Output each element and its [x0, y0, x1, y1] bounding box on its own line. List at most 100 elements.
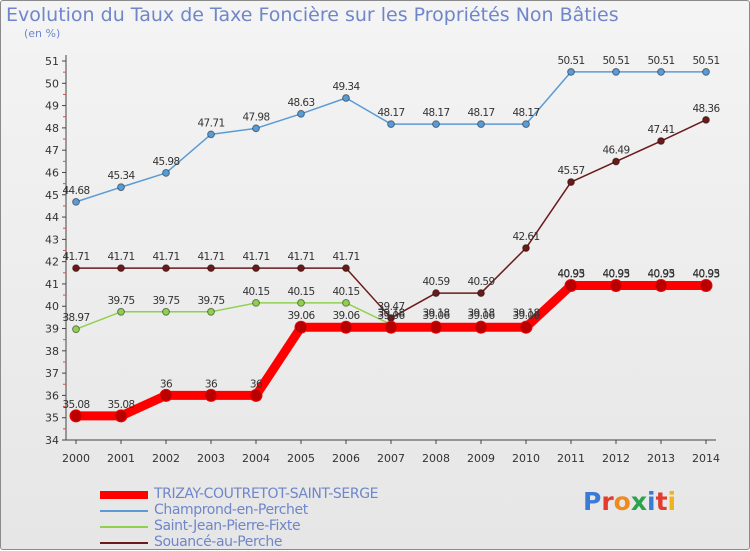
- data-point: [162, 169, 170, 177]
- y-tick-label: 35: [45, 412, 59, 425]
- x-tick-label: 2014: [692, 452, 720, 465]
- data-point: [654, 279, 668, 293]
- data-point: [342, 298, 350, 307]
- data-point: [294, 320, 308, 334]
- data-point: [297, 298, 305, 307]
- data-point: [429, 320, 443, 334]
- legend-swatch: [100, 526, 148, 528]
- x-tick-label: 2012: [602, 452, 630, 465]
- x-tick-label: 2006: [332, 452, 360, 465]
- data-label: 40.15: [242, 286, 269, 298]
- data-point: [657, 137, 665, 145]
- data-label: 50.51: [647, 55, 674, 67]
- x-tick-label: 2011: [557, 452, 585, 465]
- legend-label: Saint-Jean-Pierre-Fixte: [154, 518, 301, 534]
- x-tick-label: 2007: [377, 452, 405, 465]
- data-point: [252, 124, 260, 133]
- data-point: [117, 183, 125, 192]
- data-point: [522, 244, 530, 252]
- y-tick-label: 46: [45, 166, 59, 179]
- data-label: 39.18: [377, 308, 404, 320]
- proxiti-logo: Proxiti: [583, 487, 676, 516]
- data-label: 40.59: [467, 276, 494, 288]
- y-tick-label: 45: [45, 189, 59, 202]
- legend-label: TRIZAY-COUTRETOT-SAINT-SERGE: [154, 486, 379, 502]
- data-point: [612, 157, 620, 166]
- data-label: 48.17: [467, 107, 494, 119]
- y-tick-label: 47: [45, 144, 59, 157]
- x-tick-label: 2001: [107, 452, 135, 465]
- legend-label: Champrond-en-Perchet: [154, 502, 308, 518]
- data-point: [69, 409, 83, 423]
- data-label: 50.51: [692, 55, 719, 67]
- x-tick-label: 2008: [422, 452, 450, 465]
- data-point: [114, 409, 128, 423]
- data-label: 41.71: [287, 251, 314, 263]
- data-label: 38.97: [62, 312, 89, 324]
- x-tick-label: 2013: [647, 452, 675, 465]
- data-label: 41.71: [152, 251, 179, 263]
- data-point: [207, 130, 215, 139]
- legend-swatch: [100, 542, 148, 544]
- data-label: 45.98: [152, 156, 179, 168]
- logo-letter: P: [583, 487, 602, 516]
- data-point: [477, 289, 485, 297]
- data-point: [432, 120, 440, 128]
- data-label: 47.71: [197, 117, 224, 129]
- y-tick-label: 44: [45, 211, 59, 224]
- data-label: 40.95: [557, 268, 584, 280]
- data-label: 39.75: [152, 295, 179, 307]
- x-tick-label: 2009: [467, 452, 495, 465]
- data-point: [342, 94, 350, 102]
- data-label: 40.95: [602, 268, 629, 280]
- data-label: 44.68: [62, 185, 89, 197]
- data-label: 39.75: [107, 295, 134, 307]
- data-point: [522, 120, 530, 128]
- data-label: 39.47: [377, 301, 404, 313]
- chart-title: Evolution du Taux de Taxe Foncière sur l…: [6, 4, 619, 26]
- data-label: 46.49: [602, 145, 629, 157]
- logo-letter: o: [613, 487, 631, 516]
- data-label: 39.06: [512, 310, 540, 322]
- data-point: [72, 197, 80, 206]
- y-tick-label: 34: [45, 434, 59, 447]
- series-line: [75, 71, 707, 203]
- data-point: [387, 120, 395, 128]
- data-label: 48.63: [287, 97, 314, 109]
- logo-letter: r: [601, 487, 614, 516]
- data-point: [297, 264, 305, 273]
- logo-letter: i: [647, 487, 656, 516]
- legend-label: Souancé-au-Perche: [154, 534, 283, 550]
- y-tick-label: 37: [45, 367, 59, 380]
- data-label: 40.15: [332, 286, 359, 298]
- data-label: 39.06: [422, 310, 450, 322]
- x-tick-label: 2003: [197, 452, 225, 465]
- y-tick-label: 40: [45, 300, 59, 313]
- data-label: 47.98: [242, 111, 269, 123]
- y-tick-label: 51: [45, 55, 59, 68]
- data-label: 41.71: [242, 251, 269, 263]
- data-label: 41.71: [197, 251, 224, 263]
- data-point: [162, 264, 170, 273]
- data-point: [162, 307, 170, 316]
- data-label: 50.51: [602, 55, 629, 67]
- data-label: 40.93: [557, 269, 584, 281]
- unit-label: (en %): [24, 27, 61, 40]
- data-point: [612, 68, 620, 76]
- logo-letter: i: [667, 487, 677, 516]
- data-point: [297, 109, 305, 118]
- data-point: [117, 264, 125, 273]
- data-label: 39.06: [377, 310, 405, 322]
- data-point: [702, 115, 710, 124]
- x-tick-label: 2002: [152, 452, 180, 465]
- data-point: [432, 289, 440, 297]
- y-tick-label: 38: [45, 345, 59, 358]
- data-label: 40.93: [602, 269, 629, 281]
- data-label: 36: [205, 378, 218, 390]
- y-tick-label: 48: [45, 122, 59, 135]
- data-point: [249, 388, 263, 402]
- data-point: [657, 68, 665, 76]
- data-point: [159, 388, 173, 402]
